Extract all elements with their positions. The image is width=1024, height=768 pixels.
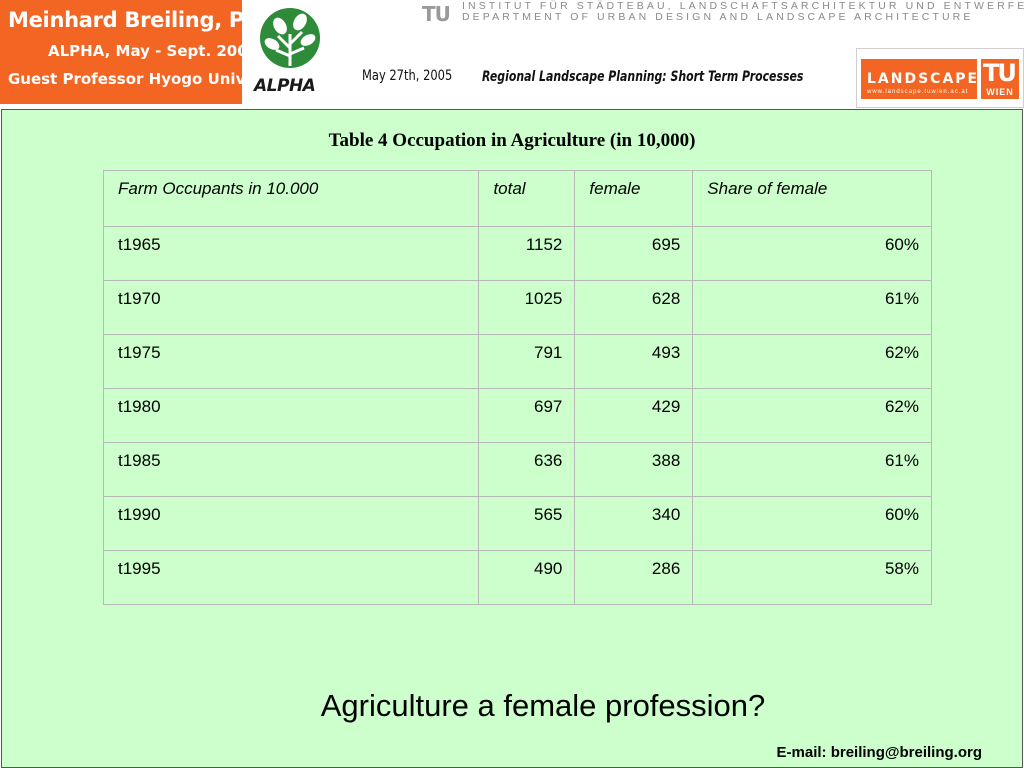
share-cell: 62%: [692, 388, 932, 443]
slide-header: Meinhard Breiling, Ph.D. ALPHA, May - Se…: [0, 0, 1024, 108]
landscape-logo: LANDSCAPE www.landscape.tuwien.ac.at TU …: [856, 48, 1024, 108]
landscape-logo-word: LANDSCAPE: [867, 71, 980, 87]
year-cell: t1980: [102, 388, 480, 443]
author-position: Guest Professor Hyogo University: [8, 70, 294, 88]
year-cell: t1985: [102, 442, 480, 497]
table-row: t1995 490 286 58%: [102, 550, 932, 605]
total-cell: 697: [478, 388, 576, 443]
female-cell: 286: [574, 550, 694, 605]
share-cell: 61%: [692, 442, 932, 497]
year-cell: t1965: [102, 226, 480, 281]
total-cell: 490: [478, 550, 576, 605]
table-header-row: Farm Occupants in 10.000 total female Sh…: [102, 170, 932, 227]
alpha-tree-icon: [260, 8, 320, 68]
table-row: t1975 791 493 62%: [102, 334, 932, 389]
tu-wien-word: WIEN: [981, 87, 1019, 97]
year-cell: t1990: [102, 496, 480, 551]
female-cell: 628: [574, 280, 694, 335]
female-cell: 695: [574, 226, 694, 281]
total-cell: 791: [478, 334, 576, 389]
total-cell: 565: [478, 496, 576, 551]
column-header: female: [574, 170, 694, 227]
content-panel: Table 4 Occupation in Agriculture (in 10…: [1, 109, 1023, 768]
institute-name-en: DEPARTMENT OF URBAN DESIGN AND LANDSCAPE…: [462, 11, 974, 23]
share-cell: 61%: [692, 280, 932, 335]
contact-email: E-mail: breiling@breiling.org: [776, 744, 982, 761]
female-cell: 340: [574, 496, 694, 551]
share-cell: 60%: [692, 496, 932, 551]
year-cell: t1975: [102, 334, 480, 389]
female-cell: 388: [574, 442, 694, 497]
occupation-table: Farm Occupants in 10.000 total female Sh…: [102, 170, 932, 605]
total-cell: 1025: [478, 280, 576, 335]
lecture-date: May 27th, 2005: [362, 68, 453, 84]
year-cell: t1970: [102, 280, 480, 335]
column-header: Farm Occupants in 10.000: [102, 170, 480, 227]
table-row: t1980 697 429 62%: [102, 388, 932, 443]
column-header: total: [478, 170, 576, 227]
alpha-logo: ALPHA: [250, 4, 330, 102]
tu-wien-logo: TU WIEN: [981, 59, 1019, 99]
lecture-title: Regional Landscape Planning: Short Term …: [482, 69, 804, 85]
alpha-logo-text: ALPHA: [254, 76, 316, 96]
slide-question: Agriculture a female profession?: [320, 688, 766, 723]
share-cell: 58%: [692, 550, 932, 605]
table-row: t1965 1152 695 60%: [102, 226, 932, 281]
female-cell: 429: [574, 388, 694, 443]
author-banner: Meinhard Breiling, Ph.D. ALPHA, May - Se…: [0, 0, 294, 104]
table-row: t1985 636 388 61%: [102, 442, 932, 497]
tu-mark: TU: [422, 2, 451, 26]
share-cell: 62%: [692, 334, 932, 389]
table-title: Table 4 Occupation in Agriculture (in 10…: [328, 130, 696, 151]
landscape-logo-url: www.landscape.tuwien.ac.at: [867, 89, 969, 95]
landscape-logo-bar: [861, 59, 977, 99]
column-header: Share of female: [692, 170, 932, 227]
total-cell: 1152: [478, 226, 576, 281]
author-program: ALPHA, May - Sept. 2005: [48, 42, 259, 60]
female-cell: 493: [574, 334, 694, 389]
table-row: t1970 1025 628 61%: [102, 280, 932, 335]
share-cell: 60%: [692, 226, 932, 281]
table-row: t1990 565 340 60%: [102, 496, 932, 551]
author-name: Meinhard Breiling, Ph.D.: [8, 8, 292, 32]
total-cell: 636: [478, 442, 576, 497]
tu-wien-mark: TU: [983, 59, 1017, 87]
year-cell: t1995: [102, 550, 480, 605]
institute-name-de: INSTITUT FÜR STÄDTEBAU, LANDSCHAFTSARCHI…: [462, 0, 1024, 12]
